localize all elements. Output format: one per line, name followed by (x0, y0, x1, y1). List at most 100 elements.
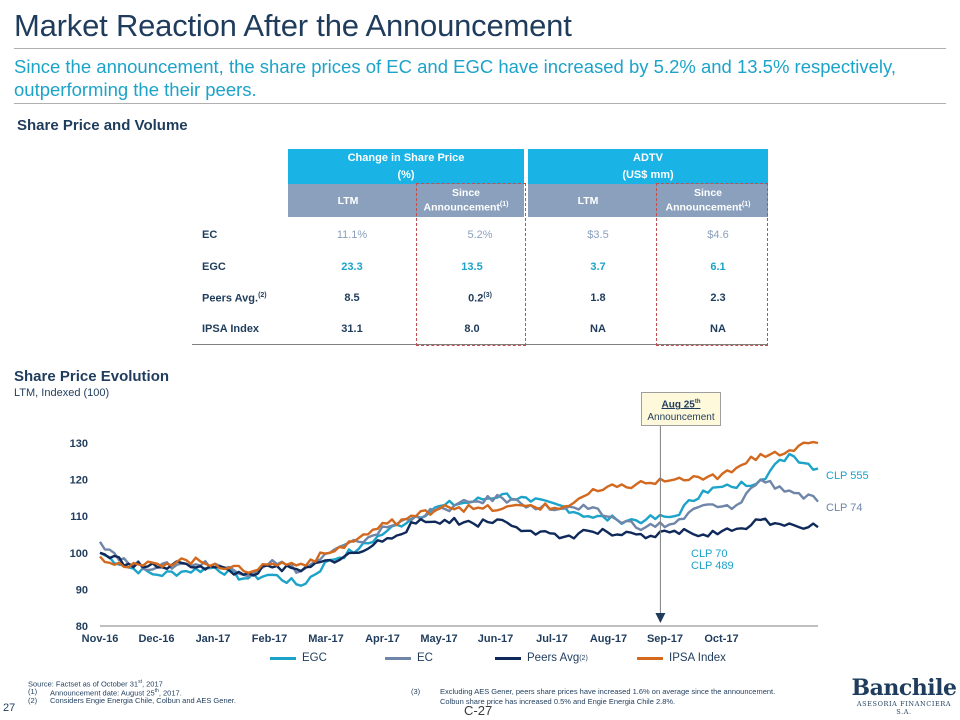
subheader-adtv-since: Since Announcement(1) (648, 184, 768, 217)
legend-label-peers: Peers Avg (527, 652, 580, 664)
y-tick-label: 120 (70, 475, 88, 487)
share-price-volume-table: Change in Share Price (%) ADTV (US$ mm) … (192, 149, 768, 346)
share-price-chart: 80 90 100 110 120 130 Nov-16 Dec-16 Jan-17 Feb-17… (70, 426, 819, 645)
cell-ipsa-since: 8.0 (464, 323, 480, 335)
header-change-in-share-price: Change in Share Price (%) (288, 149, 524, 184)
cell-peers-ltm: 8.5 (344, 292, 360, 304)
cell-ipsa-adtv-ltm: NA (590, 323, 606, 335)
x-tick-label: Dec-16 (138, 633, 174, 645)
legend-ec: EC (385, 652, 433, 664)
x-tick-label: May-17 (420, 633, 457, 645)
x-tick-label: Nov-16 (82, 633, 119, 645)
footnote-ref-1b: (1) (741, 201, 751, 209)
section-title-share-price-volume: Share Price and Volume (17, 117, 188, 134)
header-change-line1: Change in Share Price (347, 152, 465, 164)
series-line-ipsa (99, 440, 819, 574)
subheader-adtv-announcement-label: Announcement (665, 201, 742, 214)
annotation-date-sup: th (694, 399, 701, 405)
page-number: 27 (3, 702, 16, 714)
banchile-logo: Banchile ASESORIA FINANCIERA S.A. (848, 676, 960, 716)
announcement-callout: Aug 25th Announcement (641, 392, 721, 426)
cell-peers-since: 0.2(3) (450, 292, 510, 305)
x-tick-label: Apr-17 (365, 633, 400, 645)
footnote-2: Considers Engie Energia Chile, Colbun an… (50, 696, 236, 705)
annotation-date: Aug 25 (661, 399, 695, 411)
x-tick-label: Sep-17 (647, 633, 683, 645)
footnote-1-num: (1) (28, 687, 38, 696)
footnote-source-sup: st (138, 679, 142, 685)
table-bottom-rule (192, 344, 768, 345)
header-change-line2: (%) (397, 169, 415, 181)
subheader-adtv-ltm: LTM (528, 184, 648, 217)
announcement-arrow (655, 613, 666, 623)
subheader-since: Since Announcement(1) (408, 184, 524, 217)
logo-name: Banchile (851, 675, 957, 701)
clp-label-ec: CLP 74 (826, 502, 863, 514)
cell-egc-adtv-ltm: 3.7 (590, 261, 606, 273)
legend-ipsa: IPSA Index (637, 652, 726, 664)
cell-ec-since: 5.2% (467, 229, 493, 241)
footnote-ref-3: (3) (483, 292, 492, 299)
cell-peers-since-value: 0.2 (468, 292, 484, 305)
cell-ec-adtv-since: $4.6 (707, 229, 729, 241)
row-label-egc: EGC (202, 261, 226, 273)
page-title: Market Reaction After the Announcement (14, 8, 572, 43)
x-tick-label: Jul-17 (536, 633, 568, 645)
cell-ipsa-ltm: 31.1 (341, 323, 363, 335)
y-tick-label: 100 (70, 548, 88, 560)
subheader-since-label: Since (451, 187, 480, 200)
row-label-ec: EC (202, 229, 218, 241)
legend-swatch-peers (495, 656, 521, 660)
subheader-adtv-announcement: Announcement(1) (666, 199, 751, 214)
chart-lines (98, 440, 819, 587)
footnote-ref-1: (1) (499, 201, 509, 209)
footnote-1-sup: th (154, 688, 159, 694)
x-tick-label: Jan-17 (196, 633, 231, 645)
x-tick-label: Oct-17 (704, 633, 738, 645)
legend-peers-note: (2) (579, 654, 588, 662)
clp-label-peers: CLP 70 (691, 548, 728, 560)
subheader-announcement: Announcement(1) (424, 199, 509, 214)
footnote-3: Excluding AES Gener, peers share prices … (440, 687, 776, 706)
title-divider (14, 48, 946, 49)
header-adtv-line2: (US$ mm) (622, 169, 674, 181)
subtitle-divider (14, 103, 946, 104)
subheader-adtv-ltm-label: LTM (577, 194, 599, 207)
row-label-peers: Peers Avg.(2) (202, 292, 267, 305)
subheader-adtv-since-label: Since (693, 187, 722, 200)
legend-egc: EGC (270, 652, 327, 664)
subheader-ltm: LTM (288, 184, 408, 217)
x-tick-label: Feb-17 (252, 633, 287, 645)
y-tick-label: 80 (76, 621, 88, 633)
footnote-source-text: Source: Factset as of October 31 (28, 679, 139, 689)
page-code: C-27 (464, 703, 493, 718)
header-adtv-line1: ADTV (633, 152, 663, 164)
clp-label-ipsa: CLP 489 (691, 560, 734, 572)
cell-ec-adtv-ltm: $3.5 (587, 229, 609, 241)
header-adtv: ADTV (US$ mm) (528, 149, 768, 184)
section-subtitle-indexed: LTM, Indexed (100) (14, 387, 110, 399)
cell-egc-ltm: 23.3 (341, 261, 363, 273)
annotation-label: Announcement (647, 412, 715, 424)
x-tick-label: Mar-17 (308, 633, 343, 645)
section-title-share-price-evolution: Share Price Evolution (14, 368, 170, 385)
footnote-source: Source: Factset as of October 31st, 2017 (28, 678, 163, 689)
y-tick-label: 90 (76, 584, 88, 596)
subheader-announcement-label: Announcement (423, 201, 500, 214)
highlight-since-column (416, 183, 526, 346)
logo-tagline: ASESORIA FINANCIERA S.A. (856, 700, 952, 716)
footnote-2-num: (2) (28, 696, 38, 705)
cell-peers-adtv-since: 2.3 (710, 292, 726, 304)
chart-axes: 80 90 100 110 120 130 Nov-16 Dec-16 Jan-17 Feb-17… (70, 438, 818, 645)
legend-swatch-ec (385, 656, 411, 660)
clp-label-egc: CLP 555 (826, 470, 869, 482)
page-subtitle: Since the announcement, the share prices… (14, 56, 897, 100)
legend-swatch-ipsa (637, 656, 663, 660)
footnote-source-end: , 2017 (141, 679, 163, 689)
series-line-peers (99, 516, 819, 577)
y-tick-label: 130 (70, 438, 88, 450)
cell-egc-adtv-since: 6.1 (710, 261, 726, 273)
footnote-1-text: Announcement date: August 25 (50, 688, 155, 698)
subheader-ltm-label: LTM (337, 194, 359, 207)
x-tick-label: Jun-17 (478, 633, 513, 645)
